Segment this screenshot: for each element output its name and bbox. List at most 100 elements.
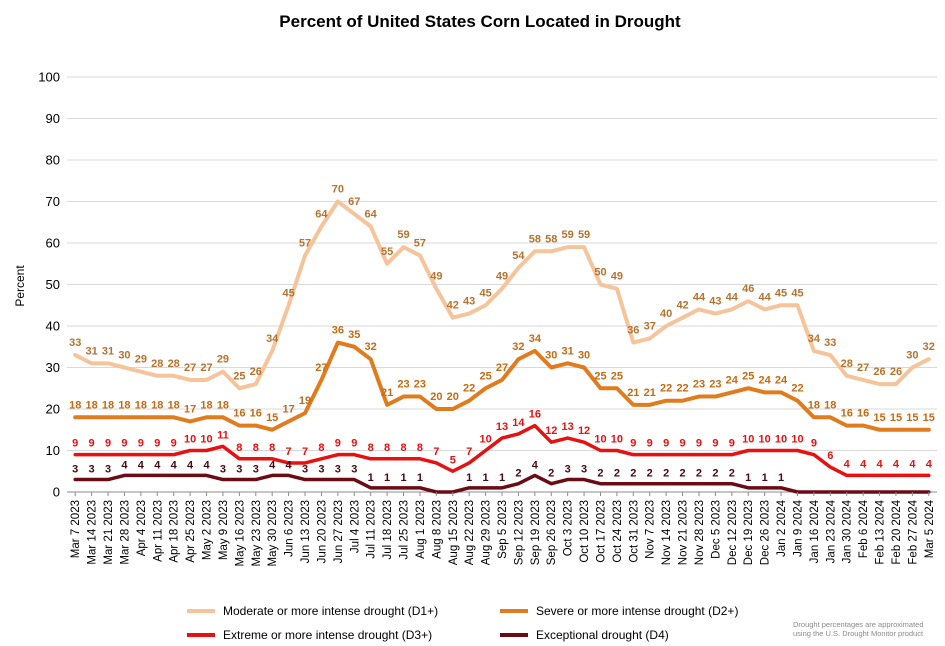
data-label: 9 [729,438,735,450]
x-tick-label: Aug 15 2023 [448,500,460,565]
data-label: 32 [512,341,524,353]
data-label: 67 [348,196,360,208]
data-label: 64 [315,208,328,220]
data-label: 13 [496,421,508,433]
x-tick-label: Sep 26 2023 [546,500,558,565]
data-label: 18 [217,399,229,411]
data-label: 2 [680,468,686,480]
x-tick-label: Sep 5 2023 [497,500,509,559]
data-label: 10 [200,434,212,446]
data-label: 7 [286,446,292,458]
x-tick-label: Apr 18 2023 [169,500,181,563]
data-label: 23 [709,379,721,391]
data-label: 10 [611,434,623,446]
data-label: 35 [348,329,360,341]
data-label: 55 [381,246,393,258]
data-label: 59 [397,229,409,241]
data-label: 9 [811,438,817,450]
data-label: 4 [154,459,161,471]
data-label: 3 [105,464,111,476]
data-label: 12 [578,425,590,437]
data-label: 3 [89,464,95,476]
data-label: 2 [647,468,653,480]
data-label: 1 [745,472,751,484]
data-label: 4 [893,458,900,470]
data-label: 20 [447,391,459,403]
data-label: 7 [433,446,439,458]
data-label: 4 [171,459,178,471]
data-label: 3 [253,464,259,476]
data-label: 3 [302,464,308,476]
x-tick-label: Feb 27 2024 [907,499,919,564]
data-label: 9 [696,438,702,450]
note-line-1: Drought percentages are approximated [793,620,924,629]
data-label: 4 [844,458,851,470]
x-tick-label: Apr 4 2023 [136,500,148,556]
data-label: 37 [644,320,656,332]
x-tick-label: Jul 4 2023 [349,500,361,553]
x-tick-label: May 23 2023 [251,500,263,567]
data-label: 9 [72,438,78,450]
data-label: 10 [791,434,803,446]
data-label: 27 [857,362,869,374]
data-label: 1 [762,472,768,484]
data-label: 25 [594,370,606,382]
data-label: 30 [545,350,557,362]
data-label: 26 [873,366,885,378]
data-label: 9 [351,438,357,450]
data-label: 45 [479,287,491,299]
note-line-2: using the U.S. Drought Monitor product [793,629,924,638]
y-tick-label: 60 [46,236,60,251]
x-tick-label: Jun 6 2023 [284,500,296,557]
data-label: 15 [890,412,902,424]
data-label: 8 [417,442,423,454]
data-label: 18 [151,399,163,411]
y-tick-label: 40 [46,319,60,334]
x-tick-label: Jun 13 2023 [300,500,312,563]
data-label: 26 [890,366,902,378]
data-label: 5 [450,454,456,466]
y-tick-label: 20 [46,402,60,417]
data-label: 8 [318,442,324,454]
data-label: 59 [562,229,574,241]
data-label: 32 [365,341,377,353]
data-label: 3 [236,464,242,476]
data-label: 4 [909,458,916,470]
data-label: 1 [417,472,423,484]
data-label: 16 [529,409,541,421]
data-label: 9 [105,438,111,450]
data-label: 9 [647,438,653,450]
legend-label-2: Severe or more intense drought (D2+) [536,604,738,618]
data-label: 28 [168,358,180,370]
data-label: 6 [827,450,833,462]
x-tick-label: May 16 2023 [234,500,246,567]
data-label: 33 [69,337,81,349]
y-tick-label: 90 [46,111,60,126]
data-label: 16 [250,408,262,420]
x-tick-label: Dec 5 2023 [710,500,722,559]
series-line-4 [73,473,931,494]
data-label: 57 [414,237,426,249]
data-label: 50 [594,267,606,279]
data-label: 10 [594,434,606,446]
data-label: 10 [742,434,754,446]
x-tick-label: Apr 25 2023 [185,500,197,563]
x-tick-label: Jan 23 2024 [825,499,837,563]
data-label: 8 [384,442,390,454]
data-label: 1 [400,472,406,484]
x-tick-label: Mar 7 2023 [70,500,82,558]
x-tick-label: May 30 2023 [267,500,279,567]
x-axis-ticks: Mar 7 2023 Mar 14 2023 Mar 21 2023 Mar 28 2… [70,492,936,567]
data-label: 31 [562,345,574,357]
data-label: 4 [532,459,539,471]
data-label: 34 [529,333,542,345]
data-label: 15 [923,412,935,424]
data-label: 49 [430,271,442,283]
data-label: 19 [299,395,311,407]
data-label: 24 [759,374,772,386]
data-label: 57 [299,237,311,249]
data-label: 7 [466,446,472,458]
data-label: 59 [578,229,590,241]
data-label: 8 [400,442,406,454]
